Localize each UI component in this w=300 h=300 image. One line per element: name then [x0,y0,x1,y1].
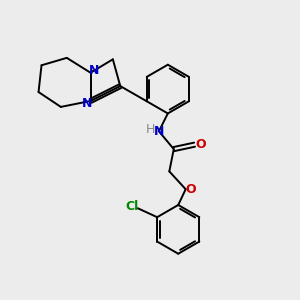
Text: N: N [82,97,92,110]
Text: O: O [186,183,196,196]
Text: O: O [195,138,206,151]
Text: N: N [89,64,100,77]
Text: N: N [154,125,164,138]
Text: H: H [146,123,155,136]
Text: Cl: Cl [126,200,139,213]
